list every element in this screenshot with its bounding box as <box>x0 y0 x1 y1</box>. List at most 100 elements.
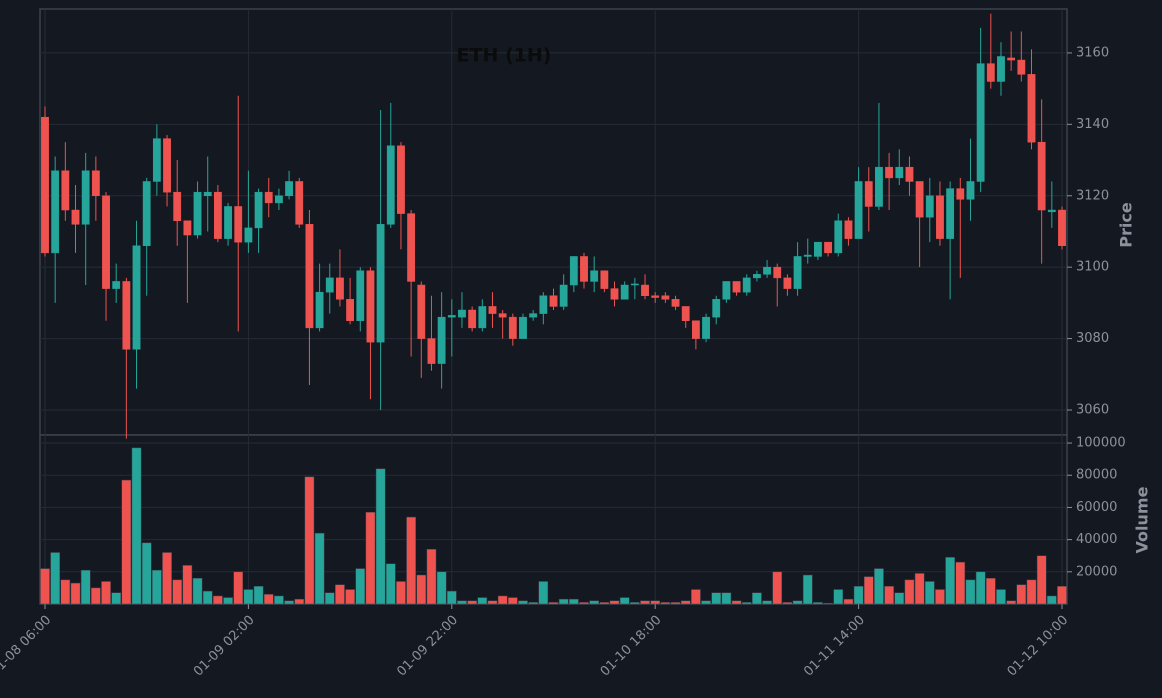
volume-bar <box>518 600 528 605</box>
candle-body <box>630 283 639 286</box>
candle-body <box>651 295 660 298</box>
volume-bar <box>457 600 467 605</box>
volume-bar <box>528 602 538 605</box>
volume-bar <box>40 568 50 605</box>
candle-body <box>152 138 161 182</box>
y-axis-label: Price <box>1117 202 1136 248</box>
candle-body <box>600 270 609 289</box>
x-tick-label: 01-08 06:00 <box>0 613 54 680</box>
candle-body <box>681 306 690 321</box>
volume-bar <box>731 600 742 605</box>
candle-body <box>986 63 995 82</box>
candle-body <box>315 291 324 329</box>
volume-bar <box>691 589 701 605</box>
volume-bar <box>853 586 864 605</box>
volume-bar <box>1047 595 1057 605</box>
volume-bar <box>345 589 355 605</box>
grid <box>40 9 1072 609</box>
volume-bar <box>914 573 925 605</box>
volume-bar <box>101 581 111 605</box>
volume-bar <box>1016 584 1027 605</box>
volume-bar <box>121 479 132 605</box>
volume-bar <box>446 590 457 605</box>
volume-bar <box>223 597 233 605</box>
volume-bar <box>202 590 213 605</box>
volume-bar <box>569 598 579 605</box>
candle-body <box>803 254 812 257</box>
candle-body <box>875 166 883 207</box>
volume-bar <box>965 579 976 605</box>
candle-body <box>213 191 222 239</box>
candle-body <box>458 309 466 318</box>
candle-body <box>752 274 761 279</box>
volume-bar <box>650 600 661 605</box>
candle-body <box>122 281 131 350</box>
volume-bar <box>355 568 366 605</box>
candle-body <box>783 277 792 289</box>
x-tick-label: 01-12 10:00 <box>1005 613 1072 680</box>
volume-bar <box>497 595 508 605</box>
candle-body <box>264 191 273 204</box>
candle-body <box>671 299 680 307</box>
candle-body <box>61 170 70 211</box>
volume-bar <box>660 602 671 605</box>
volume-bar <box>863 576 874 605</box>
volume-bar <box>884 586 894 605</box>
marks <box>40 13 1067 605</box>
volume-bar <box>599 602 610 605</box>
candle-body <box>478 306 487 329</box>
candle-body <box>773 266 782 279</box>
candle-body <box>895 166 904 179</box>
candle-body <box>336 277 344 300</box>
candle-body <box>41 116 49 254</box>
volume-bar <box>630 602 640 605</box>
candle-body <box>163 138 171 193</box>
volume-bar <box>507 597 518 605</box>
candle-body <box>661 295 670 300</box>
candle-body <box>590 270 599 282</box>
volume-bar <box>711 592 722 605</box>
volume-panel <box>39 434 1068 605</box>
candle-body <box>1007 57 1016 61</box>
candle-body <box>183 220 192 236</box>
candle-body <box>285 181 293 197</box>
candle-body <box>508 316 517 339</box>
volume-tick-label: 20000 <box>1076 564 1117 579</box>
volume-tick-label: 60000 <box>1076 500 1117 515</box>
volume-bar <box>558 598 569 605</box>
candle-body <box>244 227 253 243</box>
candle-body <box>366 270 375 343</box>
volume-bar <box>172 579 183 605</box>
candle-body <box>966 181 975 200</box>
candle-body <box>1017 59 1026 75</box>
volume-bar <box>833 589 844 605</box>
volume-bar <box>365 512 376 605</box>
volume-bar <box>141 542 152 605</box>
volume-bar <box>996 589 1006 605</box>
volume-bar <box>70 582 81 605</box>
candle-body <box>610 288 619 300</box>
x-tick-label: 01-10 18:00 <box>598 613 665 680</box>
candle-body <box>427 338 436 364</box>
volume-bar <box>680 600 691 605</box>
candle-body <box>417 284 426 339</box>
volume-bar <box>955 561 966 605</box>
candle-body <box>407 213 416 282</box>
volume-bar <box>233 571 244 605</box>
candle-body <box>1027 74 1036 143</box>
candle-body <box>824 241 833 254</box>
volume-bar <box>752 592 762 605</box>
candle-body <box>447 315 456 318</box>
volume-tick-label: 40000 <box>1076 532 1117 547</box>
candle-body <box>112 281 121 289</box>
y-tick-label: 3080 <box>1076 331 1109 346</box>
volume-bar <box>60 579 71 605</box>
candle-body <box>437 316 446 364</box>
candle-body <box>539 295 548 314</box>
candle-body <box>905 166 914 182</box>
candle-body <box>915 181 924 218</box>
volume-bar <box>670 602 681 605</box>
volume-bar <box>294 598 305 605</box>
candle-body <box>224 206 232 239</box>
